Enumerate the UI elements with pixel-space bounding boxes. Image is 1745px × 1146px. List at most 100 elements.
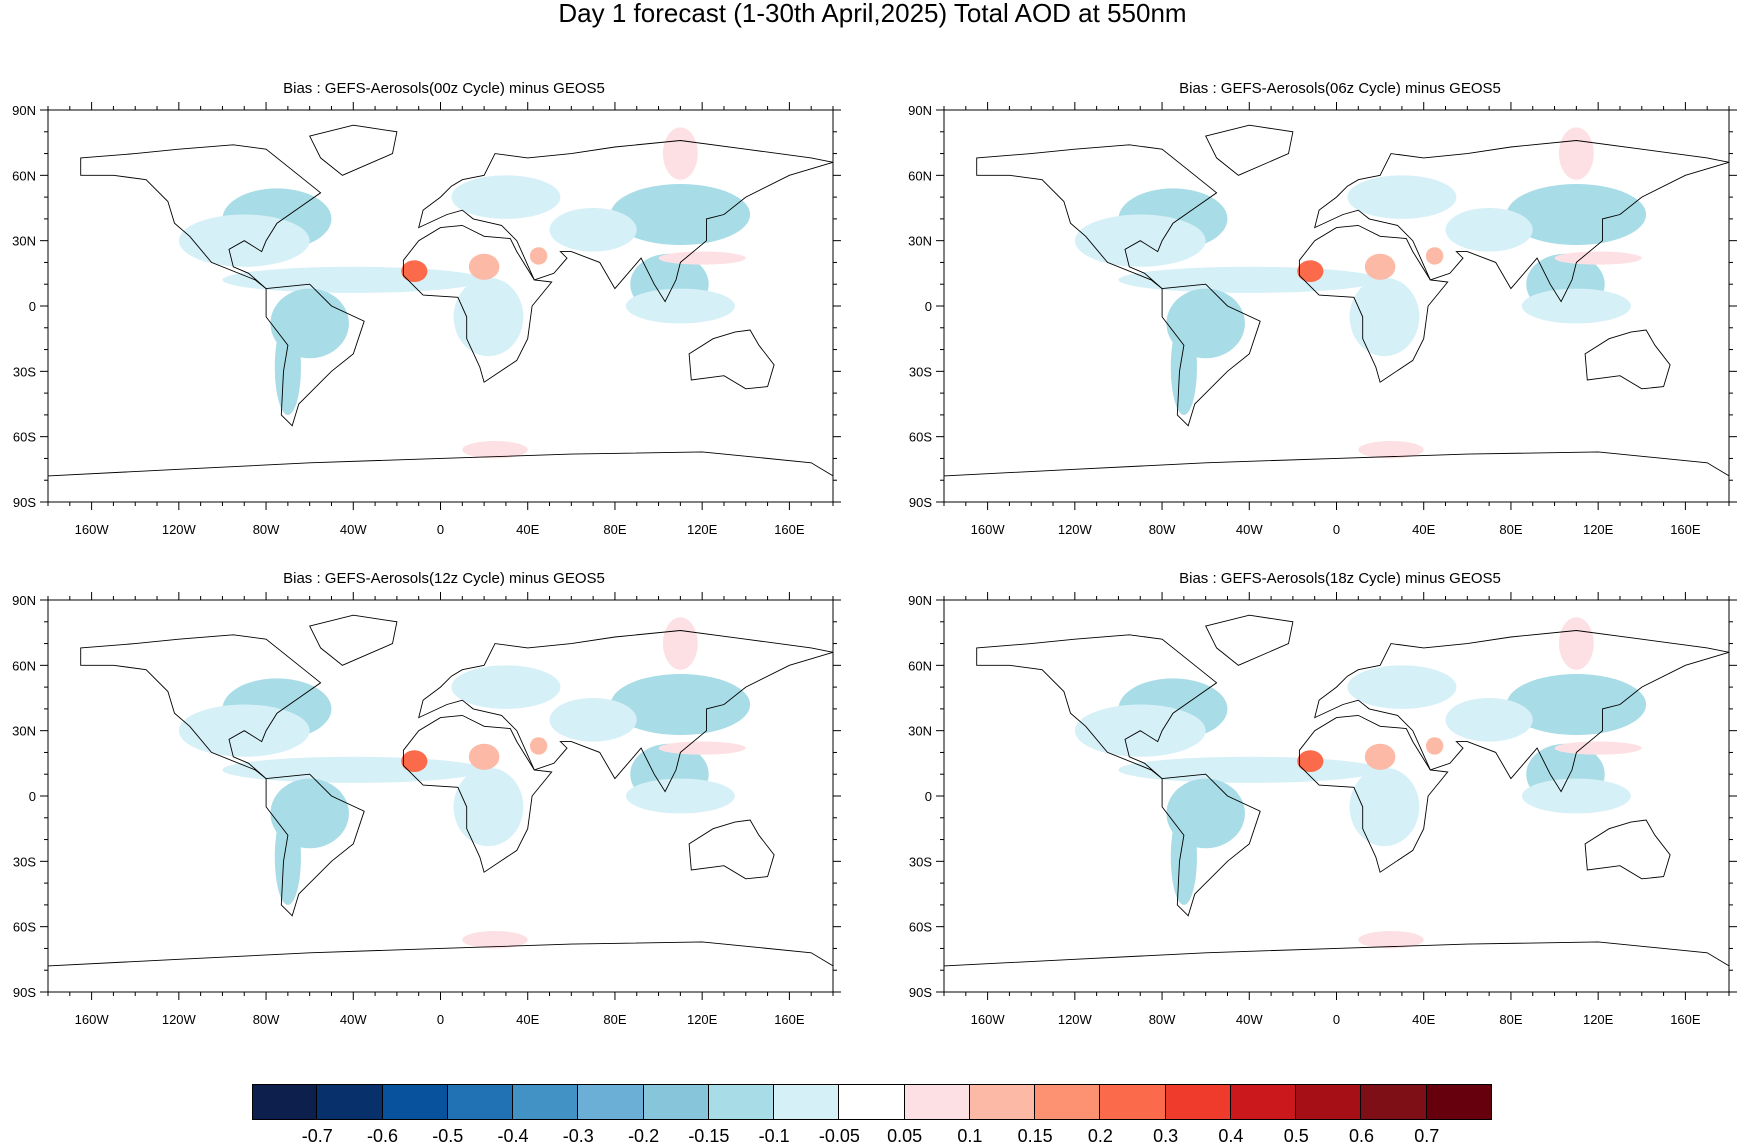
bias-region xyxy=(1358,441,1424,459)
lat-tick-label: 0 xyxy=(29,299,36,314)
colorbar-swatch xyxy=(839,1084,905,1120)
coastline-africa xyxy=(402,224,553,383)
bias-map: 90N 60N 30N 0 30S 60S 90S 160W 120W 80W 40W 0 40E 80E… xyxy=(12,102,841,537)
coastline-antarctica xyxy=(943,941,1730,993)
bias-region xyxy=(662,127,698,180)
lon-tick-label: 160E xyxy=(774,522,805,537)
colorbar-swatch xyxy=(774,1084,840,1120)
bias-region xyxy=(1118,266,1381,293)
lon-tick-label: 80W xyxy=(1149,522,1176,537)
lat-tick-label: 60N xyxy=(12,168,36,183)
bias-region xyxy=(462,441,528,459)
bias-region xyxy=(401,750,428,773)
coastline-south-america xyxy=(265,283,365,427)
lat-tick-label: 30N xyxy=(12,234,36,249)
lat-tick-label: 60S xyxy=(13,430,36,445)
lat-tick-label: 60N xyxy=(908,168,932,183)
bias-field xyxy=(1074,617,1647,949)
colorbar-label: 0.5 xyxy=(1283,1126,1309,1146)
lat-tick-label: 60S xyxy=(909,430,932,445)
lon-tick-label: 120W xyxy=(1058,1012,1093,1027)
bias-field xyxy=(1074,127,1647,459)
lat-tick-label: 30S xyxy=(13,854,36,869)
lat-tick-label: 30N xyxy=(12,724,36,739)
bias-map: 90N 60N 30N 0 30S 60S 90S 160W 120W 80W 40W 0 40E 80E… xyxy=(908,102,1737,537)
colorbar-swatch xyxy=(1165,1084,1231,1120)
colorbar-swatch xyxy=(447,1084,514,1120)
colorbar-label: -0.5 xyxy=(432,1126,464,1146)
lon-tick-label: 120E xyxy=(1583,522,1614,537)
colorbar-label: 0.15 xyxy=(1017,1126,1053,1146)
bias-region xyxy=(658,251,746,265)
colorbar-swatch xyxy=(382,1084,448,1120)
bias-region xyxy=(1170,319,1197,415)
lon-tick-label: 40W xyxy=(1236,1012,1263,1027)
coastline-south-america xyxy=(265,773,365,917)
bias-region xyxy=(453,277,524,357)
lon-tick-label: 80E xyxy=(1499,1012,1522,1027)
lat-tick-label: 0 xyxy=(29,789,36,804)
bias-region xyxy=(1347,665,1457,709)
colorbar-label: -0.7 xyxy=(301,1126,333,1146)
bias-region xyxy=(1347,175,1457,219)
bias-field xyxy=(178,127,751,459)
bias-region xyxy=(610,674,751,736)
bias-map: 90N 60N 30N 0 30S 60S 90S 160W 120W 80W 40W 0 40E 80E… xyxy=(12,592,841,1027)
colorbar-swatch xyxy=(1426,1084,1492,1120)
lat-tick-label: 30N xyxy=(908,234,932,249)
panel-title: Bias : GEFS-Aerosols(06z Cycle) minus GE… xyxy=(1179,80,1501,97)
coastline-greenland xyxy=(1205,614,1294,666)
coastline-australia xyxy=(1584,819,1671,880)
lat-tick-label: 30S xyxy=(13,364,36,379)
lat-tick-label: 60S xyxy=(909,920,932,935)
bias-region xyxy=(1506,674,1647,736)
map-panel-18z: Bias : GEFS-Aerosols(18z Cycle) minus GE… xyxy=(896,570,1745,1040)
lat-tick-label: 0 xyxy=(925,789,932,804)
coastline-australia xyxy=(688,329,775,390)
map-panel-00z: Bias : GEFS-Aerosols(00z Cycle) minus GE… xyxy=(0,80,850,550)
panel-title: Bias : GEFS-Aerosols(18z Cycle) minus GE… xyxy=(1179,570,1501,587)
bias-region xyxy=(453,767,524,847)
colorbar-swatch xyxy=(969,1084,1036,1120)
colorbar-swatch xyxy=(1296,1084,1362,1120)
bias-region xyxy=(1521,288,1631,324)
bias-region xyxy=(1445,208,1533,252)
lat-tick-label: 90N xyxy=(908,103,932,118)
lon-tick-label: 0 xyxy=(437,522,444,537)
lon-tick-label: 120E xyxy=(1583,1012,1614,1027)
lat-tick-label: 90S xyxy=(13,495,36,510)
colorbar-swatch xyxy=(1035,1084,1101,1120)
lon-tick-label: 120W xyxy=(162,522,197,537)
coastline-greenland xyxy=(1205,124,1294,176)
bias-region xyxy=(1554,251,1642,265)
lon-tick-label: 80E xyxy=(1499,522,1522,537)
bias-region xyxy=(274,319,301,415)
bias-region xyxy=(451,665,561,709)
bias-region xyxy=(1425,737,1444,755)
colorbar-label: -0.1 xyxy=(758,1126,790,1146)
bias-region xyxy=(462,931,528,949)
coastline-north-america xyxy=(976,144,1218,289)
lat-tick-label: 90N xyxy=(908,593,932,608)
bias-region xyxy=(451,175,561,219)
lat-tick-label: 60S xyxy=(13,920,36,935)
panel-title: Bias : GEFS-Aerosols(12z Cycle) minus GE… xyxy=(283,570,605,587)
colorbar-swatch xyxy=(904,1084,970,1120)
bias-region xyxy=(610,184,751,246)
coastline-north-america xyxy=(80,144,322,289)
bias-region xyxy=(662,617,698,670)
lon-tick-label: 80E xyxy=(603,1012,626,1027)
coastline-eurasia xyxy=(1314,140,1730,303)
bias-map: 90N 60N 30N 0 30S 60S 90S 160W 120W 80W 40W 0 40E 80E… xyxy=(908,592,1737,1027)
bias-region xyxy=(625,288,735,324)
bias-region xyxy=(549,698,637,742)
coastline-africa xyxy=(402,714,553,873)
colorbar-swatch xyxy=(1100,1084,1166,1120)
bias-region xyxy=(1358,931,1424,949)
lon-tick-label: 0 xyxy=(1333,522,1340,537)
lat-tick-label: 90N xyxy=(12,593,36,608)
bias-region xyxy=(1554,741,1642,755)
map-panel-06z: Bias : GEFS-Aerosols(06z Cycle) minus GE… xyxy=(896,80,1745,550)
bias-region xyxy=(274,809,301,905)
coastline-greenland xyxy=(309,124,398,176)
